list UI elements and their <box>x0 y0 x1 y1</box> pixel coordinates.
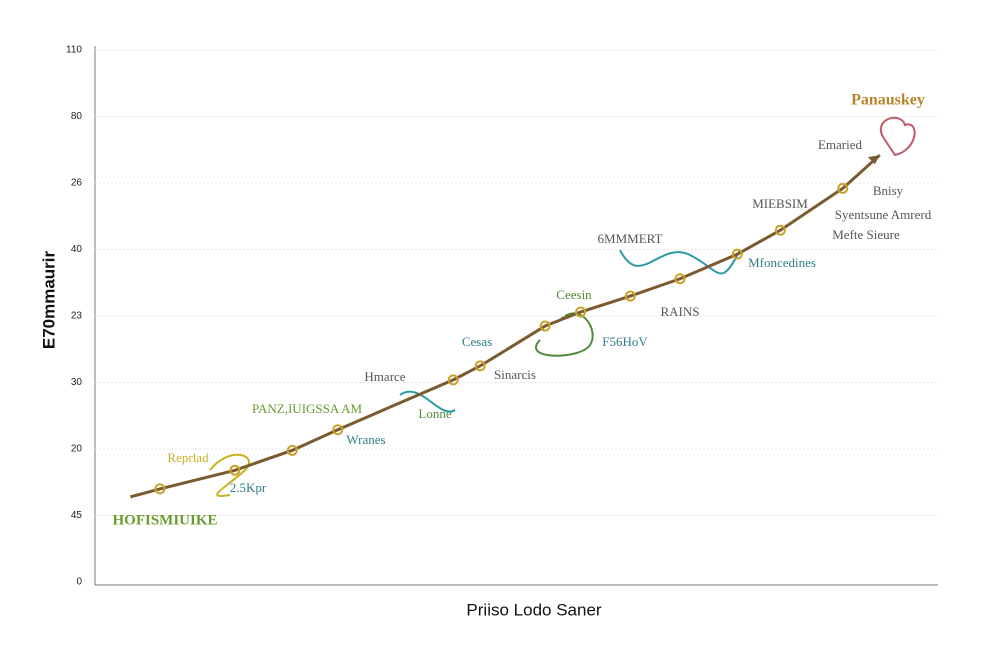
y-tick-label: 80 <box>71 111 83 122</box>
annotation: Mfoncedines <box>748 255 816 270</box>
y-tick-label: 20 <box>71 444 83 455</box>
point <box>539 320 551 332</box>
point <box>474 360 486 372</box>
annotation: Mefte Sieure <box>832 227 900 242</box>
y-tick-label: 45 <box>71 510 83 521</box>
annotation: Hmarce <box>364 369 405 384</box>
point <box>229 464 241 476</box>
annotation: 2.5Kpr <box>230 480 267 495</box>
annotation: F56HoV <box>602 334 648 349</box>
point <box>624 290 636 302</box>
point <box>731 248 743 260</box>
point <box>447 374 459 386</box>
annotation: MIEBSIM <box>752 196 808 211</box>
annotation: RAINS <box>660 304 699 319</box>
point <box>286 444 298 456</box>
annotation: 6MMMERT <box>598 231 663 246</box>
annotation: Ceesin <box>556 287 592 302</box>
annotation: Cesas <box>462 334 492 349</box>
arrow-head <box>867 155 880 165</box>
annotation: Wranes <box>346 432 385 447</box>
y-tick-label: 23 <box>71 311 83 322</box>
annotation: Sinarcis <box>494 367 536 382</box>
x-axis-label: Priiso Lodo Saner <box>466 600 601 619</box>
y-tick-label: 110 <box>66 45 82 56</box>
point <box>575 306 587 318</box>
y-axis-label: E70mmaurir <box>39 250 58 349</box>
point <box>837 182 849 194</box>
annotation: PANZ,IUIGSSA AM <box>252 401 362 416</box>
annotation: Lonne <box>418 406 451 421</box>
point <box>674 273 686 285</box>
annotation: Bnisy <box>873 183 904 198</box>
point <box>332 424 344 436</box>
annotation: Panauskey <box>851 92 925 109</box>
annotation: HOFISMIUIKE <box>112 512 217 528</box>
y-tick-label: 0 <box>76 577 82 588</box>
y-tick-label: 30 <box>71 377 83 388</box>
annotation: Reprlad <box>167 450 209 465</box>
line <box>130 153 881 499</box>
point <box>154 483 166 495</box>
y-tick-label: 40 <box>71 244 83 255</box>
point <box>774 224 786 236</box>
y-tick-label: 26 <box>71 178 83 189</box>
annotation: Syentsune Amrerd <box>835 207 932 222</box>
annotation: Emaried <box>818 137 863 152</box>
